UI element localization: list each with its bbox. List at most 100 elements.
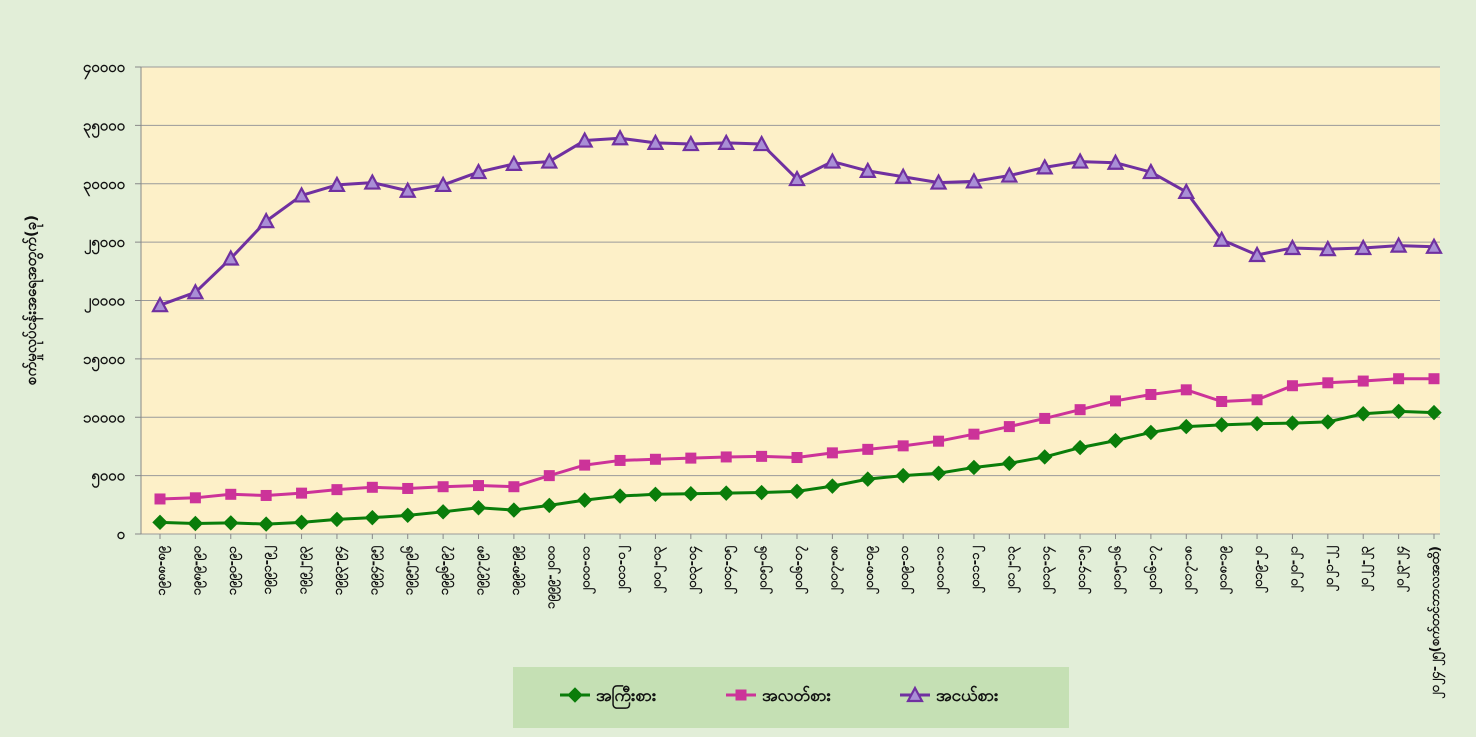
data-point [791, 452, 803, 464]
data-point [752, 134, 771, 152]
y-tick-label: ၅၀၀၀ [91, 467, 125, 489]
legend-label: အငယ်စား [936, 685, 999, 706]
y-tick-label: ၀ [117, 525, 126, 543]
data-point [894, 167, 913, 184]
data-point [717, 133, 736, 150]
legend: အကြီးစား အလတ်စား အငယ်စား [513, 667, 1069, 728]
x-tick-label: ၂၀၀၂-၀၃ [649, 545, 667, 593]
x-tick-label: ၂၀၀၇-၀၈ [826, 545, 844, 594]
x-tick-label: ၁၉၈၈-၈၉ [154, 545, 172, 595]
data-point [1178, 418, 1194, 435]
legend-label: အလတ်စား [762, 685, 832, 706]
data-point [1039, 412, 1051, 424]
data-point [933, 435, 945, 447]
data-point [1357, 375, 1369, 387]
x-axis-ticks: ၁၉၈၈-၈၉ ၁၉၈၉-၉၀ ၁၉၉၀-၉၁ ၁၉၉၁-၉၂ ၁၉၉၂-၉၃ ၁၉၉၃-… [154, 534, 1446, 699]
x-tick-label: ၁၉၈၉-၉၀ [189, 545, 207, 595]
data-point [186, 283, 205, 300]
data-point [1393, 373, 1405, 385]
data-point [541, 497, 557, 514]
y-tick-label: ၁၀၀၀၀ [83, 408, 126, 426]
x-tick-label: ၂၀၁၉-၂၀ [1251, 545, 1269, 593]
data-point [296, 487, 308, 499]
data-point [788, 169, 806, 187]
data-point [470, 500, 487, 516]
data-point [1320, 414, 1336, 430]
data-point [398, 181, 417, 198]
data-point [1177, 182, 1196, 200]
x-tick-label: ၂၀၁၇-၁၈ [1180, 545, 1198, 594]
data-point [1249, 415, 1265, 432]
data-point [1318, 239, 1337, 257]
x-tick-label: ၂၀၂၁-၂၂ [1322, 545, 1340, 591]
data-point [681, 134, 700, 152]
data-point [720, 451, 732, 463]
data-point [1106, 153, 1125, 170]
data-point [646, 133, 665, 150]
data-point [473, 480, 484, 492]
legend-item: အငယ်စား [900, 685, 999, 706]
data-point [683, 486, 699, 502]
x-tick-label: ၂၀၁၆-၁၇ [1143, 545, 1163, 594]
data-point [965, 172, 983, 189]
legend-marker [567, 687, 583, 703]
y-tick-label: ၃၅၀၀၀ [83, 116, 126, 138]
x-tick-label: ၂၀၁၅-၁၆ [1108, 545, 1128, 594]
data-point [292, 186, 311, 203]
x-tick-label: ၂၀၀၀-၀၁ [579, 545, 597, 594]
x-tick-label: ၂၀၀၈-၀၉ [862, 545, 880, 594]
data-point [756, 450, 768, 462]
data-point [612, 488, 628, 504]
data-point [366, 481, 378, 493]
data-point [576, 492, 593, 508]
legend-label: အကြီးစား [596, 683, 657, 710]
data-point [1145, 388, 1157, 400]
data-point [968, 428, 980, 440]
data-point [1284, 415, 1301, 431]
data-point [685, 452, 697, 464]
data-point [225, 488, 237, 500]
data-point [895, 467, 911, 484]
data-point [1248, 245, 1266, 263]
data-point [1143, 424, 1159, 441]
y-axis-label: စက်မှုလုပ်ငန်းအရေအတွက်(ခု) [21, 215, 44, 385]
data-point [862, 443, 874, 455]
x-tick-label: ၂၀၁၈-၁၉ [1216, 545, 1234, 594]
data-point [1074, 404, 1086, 416]
data-point [331, 484, 343, 496]
data-point [293, 514, 310, 531]
x-tick-label: ၁၉၉၆-၉၇ [435, 545, 455, 595]
data-point [402, 482, 414, 494]
series-group [151, 128, 1443, 532]
data-point [1110, 395, 1121, 407]
x-tick-label: ၁၉၉၂-၉၃ [296, 545, 314, 594]
data-point [1428, 373, 1440, 385]
y-tick-label: ၁၅၀၀၀ [83, 350, 126, 372]
x-tick-label: ၂၀၀၅-၀၆ [754, 545, 774, 594]
data-point [189, 492, 201, 504]
x-tick-label: ၂၀၀၃-၀၄ [685, 545, 703, 594]
y-axis-ticks: ၀ ၅၀၀၀ ၁၀၀၀၀ ၁၅၀၀၀ ၂၀၀၀၀ ၂၅၀၀၀ ၃၀၀၀၀ ၃၅၀၀၀ ၄၀၀၀၀ [83, 58, 126, 543]
data-point [789, 483, 805, 500]
data-point [223, 515, 239, 531]
data-point [363, 173, 382, 190]
x-tick-label: ၁၉၉၉-၂၀၀၀ [543, 545, 561, 609]
data-point [1354, 238, 1373, 256]
legend-box [513, 667, 1069, 728]
x-tick-label: ၁၉၉၀-၉၁ [225, 545, 243, 595]
data-point [329, 511, 345, 528]
data-point [930, 465, 947, 481]
x-tick-label: ၁၉၉၄-၉၅ [366, 545, 384, 595]
data-point [508, 481, 520, 493]
data-point [506, 502, 522, 518]
y-tick-label: ၂၀၀၀၀ [84, 292, 126, 314]
x-tick-label: ၂၀၁၄-၁၅ [1074, 545, 1092, 594]
data-point [826, 447, 838, 459]
y-tick-label: ၃၀၀၀၀ [83, 175, 126, 197]
x-tick-label: ၂၀၀၉-၁၀ [897, 545, 915, 594]
data-point [364, 509, 381, 526]
data-point [1003, 421, 1015, 433]
data-point [328, 175, 346, 193]
data-point [614, 454, 626, 466]
